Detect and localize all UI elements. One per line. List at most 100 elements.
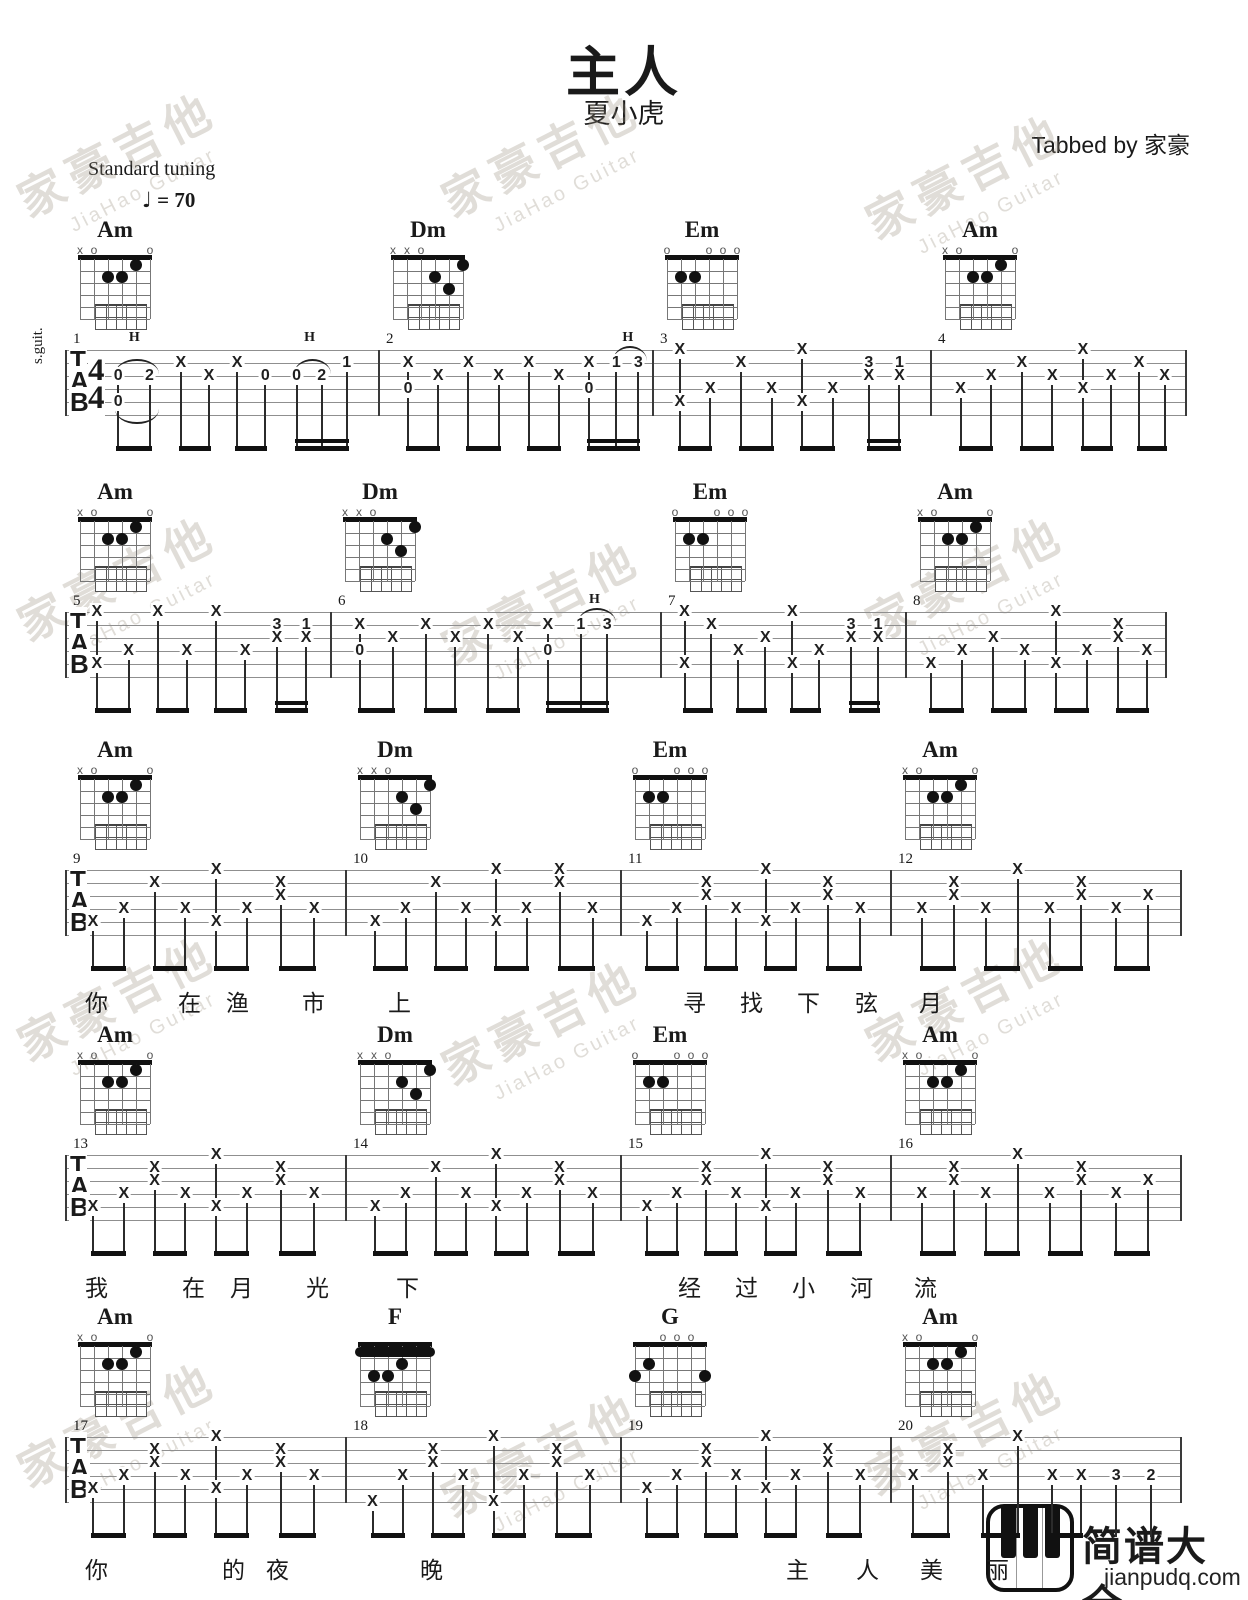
note-stem [1082, 357, 1084, 450]
note-stem [279, 1175, 282, 1255]
beam [825, 1533, 863, 1538]
chord-grid [360, 1394, 430, 1395]
mini-fretboard-icon [681, 1111, 682, 1135]
tab-note: X [306, 1467, 322, 1485]
chord-grid [961, 779, 962, 839]
mini-fretboard-icon [651, 1404, 701, 1405]
note-stem [646, 929, 648, 970]
tab-note: X [983, 367, 999, 385]
barline [65, 1437, 67, 1503]
note-stem [992, 645, 995, 712]
chord-grid [689, 521, 690, 581]
tab-note: X [85, 1198, 101, 1216]
tab-note: 3 [600, 616, 614, 634]
mini-fretboard-icon [920, 1391, 972, 1417]
chord-dot [368, 1370, 380, 1382]
note-stem [1147, 903, 1150, 970]
chord-grid [962, 521, 963, 581]
tab-note: X [461, 354, 476, 372]
beam [214, 708, 248, 713]
beam [294, 439, 349, 443]
beam [645, 1251, 679, 1256]
chord-grid [709, 259, 710, 319]
mini-fretboard-icon [375, 824, 427, 850]
tuning-label: Standard tuning [88, 158, 216, 180]
chord-grid [677, 779, 678, 839]
tab-clef-letter: B [69, 1192, 90, 1223]
chord-grid [80, 1406, 150, 1407]
beam [763, 966, 798, 971]
note-stem [675, 1483, 678, 1537]
note-stem [1048, 916, 1051, 970]
beam [763, 1533, 798, 1538]
chord-name: Am [97, 737, 133, 762]
chord-grid [80, 557, 150, 558]
staff-line [65, 1207, 1180, 1208]
chord-grid [80, 815, 150, 816]
tab-note: X [398, 1185, 413, 1203]
staff-line [65, 922, 1180, 923]
mini-fretboard-icon [921, 837, 971, 838]
tab-note: X [788, 1467, 803, 1485]
staff-line [65, 664, 1165, 665]
lyric-syllable: 经 [678, 1275, 701, 1301]
chord-grid [945, 259, 946, 319]
chord-grid [80, 319, 150, 320]
tab-note: X [940, 1454, 956, 1472]
chord-name: Am [922, 737, 958, 762]
tab-note: X [448, 629, 463, 647]
beam [278, 1533, 317, 1538]
tab-note: X [89, 603, 105, 621]
tab-note: X [519, 900, 534, 918]
staff-line [65, 1220, 1180, 1221]
note-stem [153, 890, 156, 970]
chord-name: Am [97, 217, 133, 242]
chord-grid [150, 259, 151, 319]
chord-name: Dm [377, 1022, 413, 1047]
chord-grid [108, 521, 109, 581]
chord-grid [947, 779, 948, 839]
tab-note: X [208, 1146, 224, 1164]
barline [620, 1437, 622, 1503]
chord-grid [947, 1064, 948, 1124]
measure-number: 7 [668, 593, 676, 609]
mini-fretboard-icon [651, 1122, 701, 1123]
note-stem [215, 619, 218, 712]
chord-grid [976, 521, 977, 581]
tab-note: 1 [609, 354, 623, 372]
tab-note: X [1140, 887, 1156, 905]
tab-clef-letter: B [69, 387, 90, 418]
mini-fretboard-icon [439, 306, 440, 330]
mini-fretboard-icon [956, 568, 957, 592]
mini-fretboard-icon [721, 568, 722, 592]
chord-marker: x [342, 505, 348, 519]
chord-name: Em [684, 217, 720, 242]
beam [155, 708, 189, 713]
chord-grid [959, 259, 960, 319]
mini-fretboard-icon [935, 566, 987, 592]
chord-dot [130, 1346, 142, 1358]
mini-fretboard-icon [661, 826, 662, 850]
chord-grid [402, 779, 403, 839]
chord-grid [358, 1060, 432, 1065]
barline [890, 1437, 892, 1503]
tab-note: X [208, 1428, 224, 1446]
slur-arc [293, 359, 331, 374]
beam [370, 1533, 405, 1538]
tab-note: X [491, 367, 506, 385]
mini-fretboard-icon [96, 1404, 146, 1405]
chord-name: Am [922, 1304, 958, 1329]
chord-dot [116, 271, 128, 283]
chord-grid [905, 827, 975, 828]
chord-dot [395, 545, 407, 557]
tab-note: X [458, 1185, 474, 1203]
note-stem [920, 916, 923, 970]
chord-grid [360, 1088, 430, 1089]
chord-grid [905, 1406, 975, 1407]
chord-grid [345, 581, 415, 582]
beam [94, 708, 131, 713]
tab-note: X [486, 1493, 501, 1511]
tab-note: X [89, 655, 105, 673]
chord-grid [360, 1112, 430, 1113]
chord-marker: o [90, 763, 98, 777]
